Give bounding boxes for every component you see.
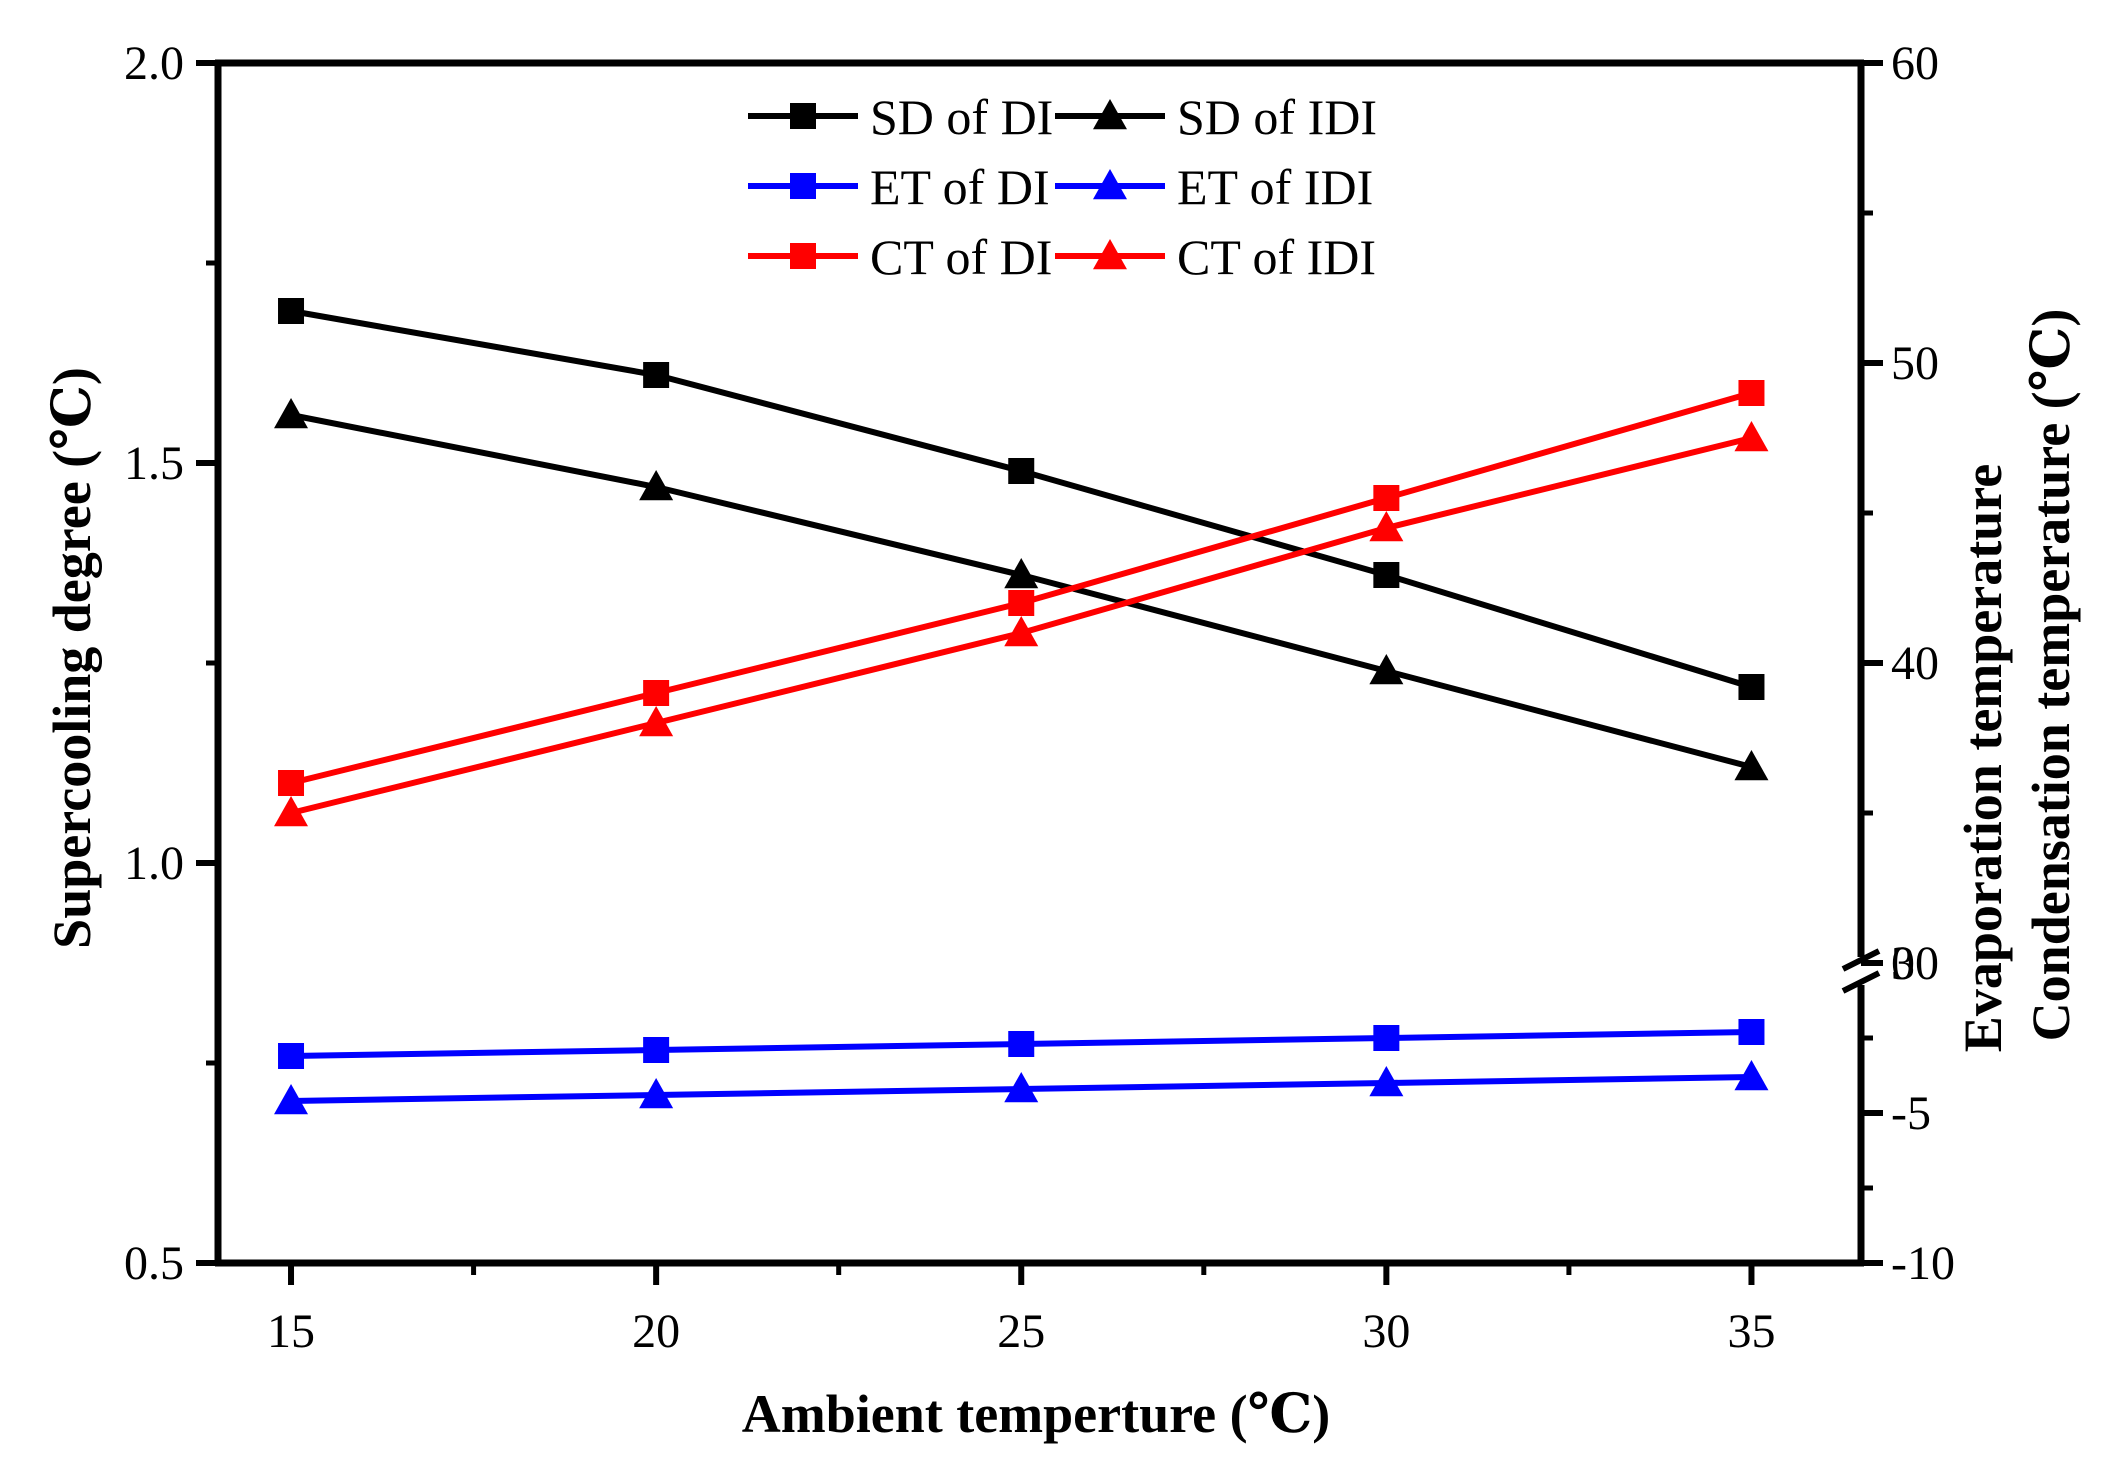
data-point-ct-of-idi (1004, 616, 1039, 647)
series-layer (274, 298, 1769, 1115)
series-et-of-idi (274, 1060, 1769, 1115)
data-point-ct-of-di (1008, 590, 1035, 616)
x-tick-label: 30 (1362, 1305, 1410, 1358)
legend-marker (790, 103, 816, 129)
legend-entry-sd-of-idi: SD of IDI (1055, 89, 1377, 145)
legend-label: ET of IDI (1177, 159, 1373, 215)
left-y-tick-label: 1.0 (124, 837, 184, 890)
data-point-sd-of-di (278, 298, 305, 324)
right-y-tick-label: -5 (1891, 1087, 1931, 1140)
right-y-tick-label: 30 (1891, 937, 1939, 990)
data-point-sd-of-idi (1004, 558, 1039, 589)
x-tick-label: 20 (632, 1305, 680, 1358)
legend-marker (790, 243, 816, 269)
data-point-sd-of-idi (1734, 750, 1769, 781)
data-point-ct-of-di (643, 680, 670, 706)
data-point-sd-of-idi (639, 470, 674, 501)
data-point-sd-of-idi (1369, 654, 1404, 685)
legend-label: CT of IDI (1177, 229, 1376, 285)
data-point-et-of-idi (639, 1078, 674, 1109)
data-point-sd-of-di (1008, 458, 1035, 484)
data-point-ct-of-idi (1734, 421, 1769, 452)
data-point-sd-of-di (1738, 674, 1765, 700)
data-point-ct-of-idi (1369, 511, 1404, 542)
right-y-tick-label: 50 (1891, 337, 1939, 390)
data-point-et-of-idi (1734, 1060, 1769, 1091)
data-point-et-of-di (1373, 1025, 1400, 1051)
legend-label: SD of DI (870, 89, 1053, 145)
axis-break-mark (1841, 970, 1881, 994)
legend-marker (790, 173, 816, 199)
x-tick-label: 35 (1727, 1305, 1775, 1358)
legend-label: SD of IDI (1177, 89, 1377, 145)
data-point-et-of-idi (274, 1084, 309, 1115)
data-point-ct-of-di (1738, 380, 1765, 406)
series-ct-of-idi (274, 421, 1769, 827)
data-point-et-of-di (278, 1043, 305, 1069)
legend-label: CT of DI (870, 229, 1052, 285)
data-point-et-of-idi (1004, 1072, 1039, 1103)
data-point-sd-of-di (1373, 562, 1400, 588)
data-point-et-of-di (643, 1037, 670, 1063)
left-y-tick-label: 2.0 (124, 37, 184, 90)
legend-entry-ct-of-di: CT of DI (748, 229, 1052, 285)
right-y-tick-label: 60 (1891, 37, 1939, 90)
right-y-tick-label: 0 (1891, 937, 1915, 990)
right-y-axis-title-line2: Condensation temperature (℃) (2021, 309, 2081, 1042)
legend-entry-et-of-di: ET of DI (748, 159, 1050, 215)
data-point-et-of-di (1008, 1031, 1035, 1057)
data-point-et-of-idi (1369, 1066, 1404, 1097)
right-y-tick-label: 40 (1891, 637, 1939, 690)
data-point-ct-of-di (1373, 485, 1400, 511)
legend-entry-et-of-idi: ET of IDI (1055, 159, 1373, 215)
data-point-ct-of-idi (274, 796, 309, 827)
left-y-tick-label: 1.5 (124, 437, 184, 490)
data-point-sd-of-idi (274, 398, 309, 429)
legend-label: ET of DI (870, 159, 1050, 215)
data-point-et-of-di (1738, 1019, 1765, 1045)
x-tick-label: 25 (997, 1305, 1045, 1358)
legend-entry-ct-of-idi: CT of IDI (1055, 229, 1376, 285)
series-sd-of-di (278, 298, 1765, 700)
data-point-ct-of-idi (639, 706, 674, 737)
right-y-tick-label: -10 (1891, 1237, 1955, 1290)
right-y-axis-title-line1: Evaporation temperature (1953, 464, 2013, 1052)
series-ct-of-di (278, 380, 1765, 796)
x-axis-title: Ambient temperture (℃) (742, 1384, 1331, 1444)
legend-marker (1093, 239, 1127, 270)
legend-entry-sd-of-di: SD of DI (748, 89, 1053, 145)
left-y-axis-title: Supercooling degree (℃) (42, 367, 102, 949)
axis-titles: Ambient temperture (℃) Supercooling degr… (42, 309, 2081, 1444)
x-tick-label: 15 (267, 1305, 315, 1358)
legend: SD of DI SD of IDI ET of DI ET of IDI CT of … (748, 89, 1377, 285)
legend-marker (1093, 169, 1127, 200)
data-point-sd-of-di (643, 362, 670, 388)
left-y-tick-label: 0.5 (124, 1237, 184, 1290)
legend-marker (1093, 99, 1127, 130)
series-sd-of-idi (274, 398, 1769, 781)
series-et-of-di (278, 1019, 1765, 1069)
data-point-ct-of-di (278, 770, 305, 796)
